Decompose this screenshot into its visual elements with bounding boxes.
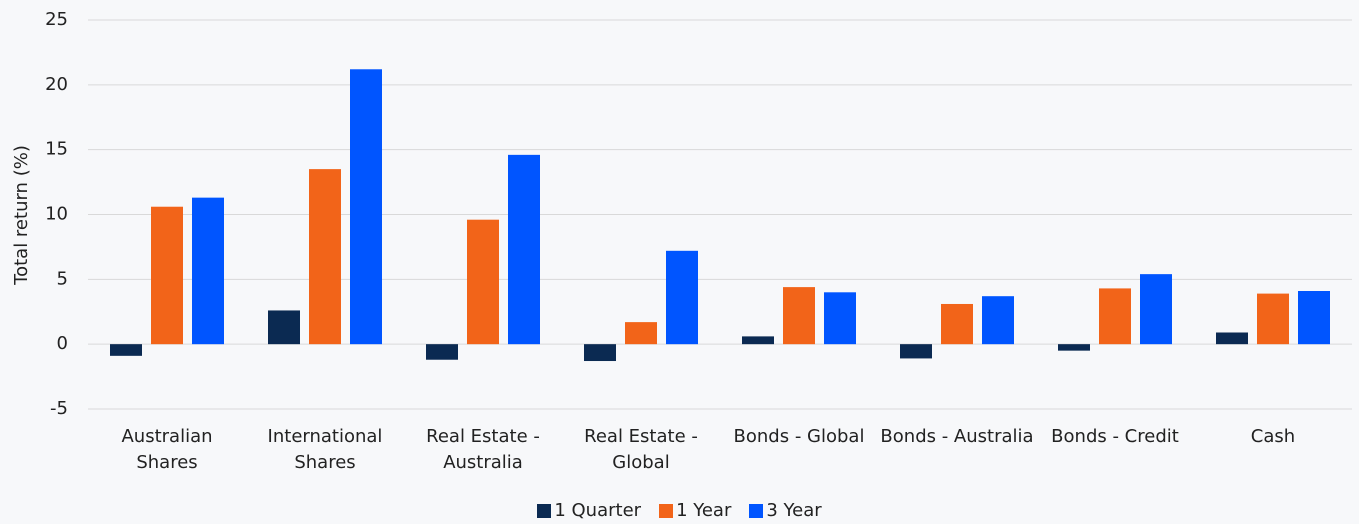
bar	[783, 287, 815, 345]
bar	[900, 344, 932, 359]
y-tick-label: 25	[45, 9, 68, 30]
legend-swatch	[537, 503, 552, 518]
bar	[1140, 274, 1172, 345]
legend-label: 3 Year	[766, 500, 822, 521]
legend-item: 1 Year	[659, 500, 731, 521]
bar	[467, 219, 499, 345]
legend-swatch	[749, 503, 764, 518]
legend: 1 Quarter 1 Year 3 Year	[0, 500, 1359, 521]
bar	[268, 310, 300, 345]
bar	[982, 296, 1014, 345]
bar	[350, 69, 382, 345]
x-tick-label: Bonds - Credit	[1051, 426, 1179, 447]
legend-label: 1 Year	[676, 500, 732, 521]
x-tick-label: Bonds - Global	[733, 426, 865, 447]
bar	[151, 206, 183, 345]
bar	[625, 322, 657, 345]
bar	[824, 292, 856, 345]
bar	[1099, 288, 1131, 345]
legend-label: 1 Quarter	[554, 500, 642, 521]
y-tick-label: 10	[45, 204, 68, 225]
bar	[508, 154, 540, 345]
y-tick-label: -5	[50, 398, 68, 419]
bar	[1058, 344, 1090, 351]
bar	[584, 344, 616, 362]
bar	[1216, 332, 1248, 345]
x-tick-label: Australian Shares	[121, 426, 213, 473]
y-tick-label: 5	[57, 268, 68, 289]
bar	[742, 336, 774, 345]
x-tick-label: Cash	[1250, 426, 1296, 447]
x-tick-label: Real Estate - Australia	[426, 426, 540, 473]
bar	[426, 344, 458, 360]
bar	[941, 303, 973, 345]
x-tick-label: Real Estate - Global	[584, 426, 698, 473]
y-axis-label: Total return (%)	[11, 145, 32, 286]
legend-item: 1 Quarter	[537, 500, 641, 521]
y-tick-label: 20	[45, 74, 68, 95]
bar	[110, 344, 142, 356]
y-tick-label: 15	[45, 139, 68, 160]
x-tick-label: Bonds - Australia	[880, 426, 1034, 447]
y-tick-label: 0	[57, 333, 68, 354]
legend-item: 3 Year	[749, 500, 822, 521]
x-tick-label: International Shares	[267, 426, 383, 473]
bar	[1298, 291, 1330, 345]
bar	[1257, 293, 1289, 345]
bar	[666, 250, 698, 345]
bar	[192, 197, 224, 345]
legend-swatch	[659, 503, 674, 518]
bar	[309, 169, 341, 345]
